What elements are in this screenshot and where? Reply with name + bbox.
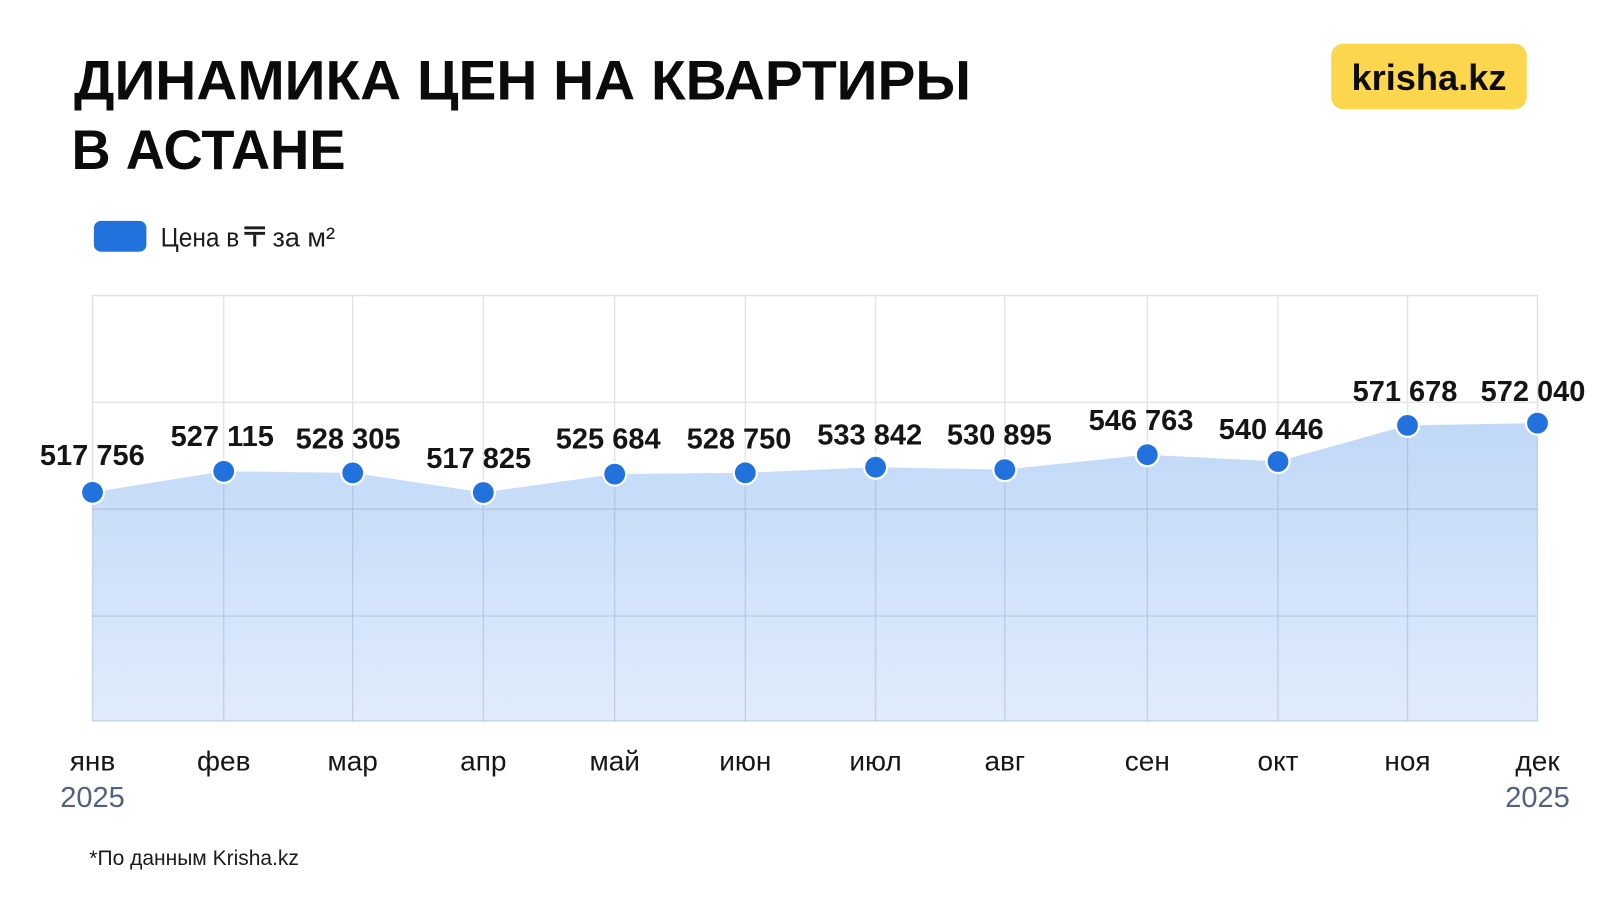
svg-text:ноя: ноя (1384, 746, 1430, 777)
svg-text:517 825: 517 825 (426, 443, 531, 475)
svg-text:янв: янв (70, 746, 116, 777)
svg-text:572 040: 572 040 (1481, 376, 1586, 408)
svg-text:546 763: 546 763 (1089, 405, 1194, 437)
svg-text:krisha.kz: krisha.kz (1352, 57, 1507, 98)
svg-text:апр: апр (460, 746, 506, 777)
svg-text:540 446: 540 446 (1219, 414, 1324, 446)
svg-text:авг: авг (984, 746, 1025, 777)
svg-text:май: май (589, 746, 639, 777)
svg-text:июл: июл (849, 746, 901, 777)
svg-text:*По данным Krisha.kz: *По данным Krisha.kz (89, 847, 299, 870)
svg-text:дек: дек (1515, 746, 1560, 777)
svg-text:В АСТАНЕ: В АСТАНЕ (72, 118, 346, 181)
svg-text:июн: июн (719, 746, 771, 777)
svg-text:ДИНАМИКА ЦЕН НА КВАРТИРЫ: ДИНАМИКА ЦЕН НА КВАРТИРЫ (74, 49, 971, 112)
svg-text:за м²: за м² (273, 222, 336, 252)
svg-text:527 115: 527 115 (171, 421, 274, 453)
svg-text:517 756: 517 756 (40, 440, 145, 472)
svg-text:528 750: 528 750 (687, 424, 792, 456)
svg-text:окт: окт (1258, 746, 1299, 777)
svg-text:530 895: 530 895 (947, 419, 1052, 451)
svg-text:Цена в: Цена в (161, 222, 240, 252)
svg-text:фев: фев (197, 746, 250, 777)
svg-text:сен: сен (1125, 746, 1170, 777)
svg-text:533 842: 533 842 (817, 419, 922, 451)
svg-text:2025: 2025 (60, 782, 125, 814)
svg-text:528 305: 528 305 (296, 423, 401, 455)
svg-text:525 684: 525 684 (556, 424, 661, 456)
svg-text:571 678: 571 678 (1353, 376, 1458, 408)
svg-text:2025: 2025 (1505, 782, 1570, 814)
svg-text:мар: мар (327, 746, 377, 777)
